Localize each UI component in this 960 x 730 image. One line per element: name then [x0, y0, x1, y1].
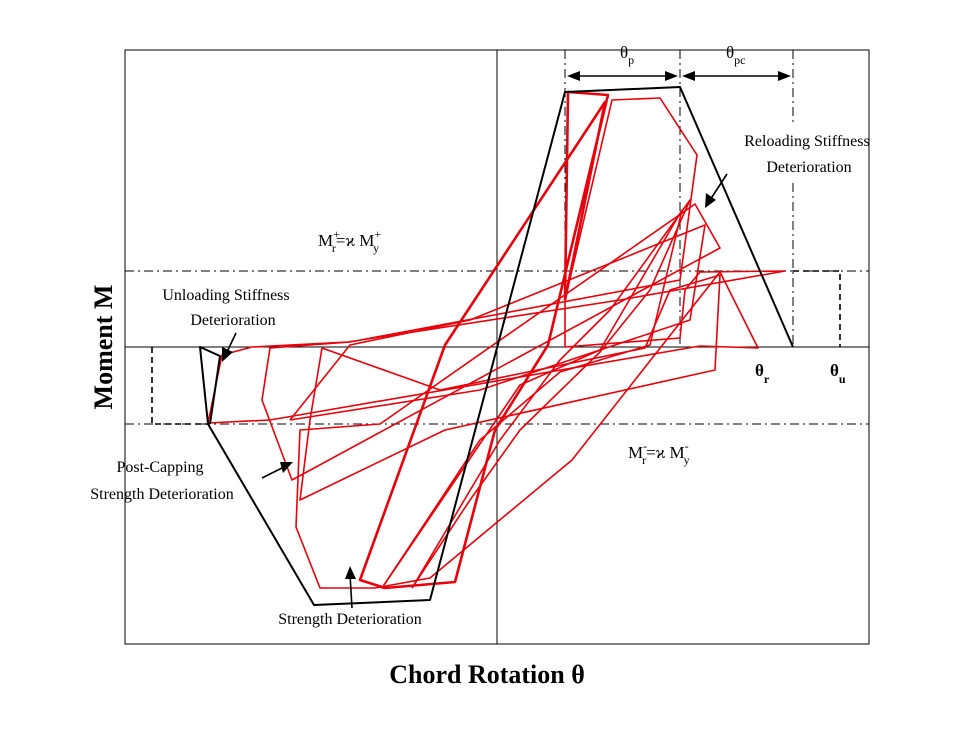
- y-axis-title: Moment M: [89, 285, 118, 410]
- hysteresis-loop-reload: [289, 224, 706, 421]
- reloading-pointer: [705, 173, 728, 208]
- residual-negative-equation: M-r=ϰ M-y: [628, 439, 690, 467]
- strength-pointer: [345, 566, 356, 609]
- hysteresis-loop-mid: [299, 274, 721, 501]
- reloading-text-background: [728, 126, 868, 180]
- unloading-pointer: [222, 332, 237, 362]
- post-capping-annotation: Post-Capping Strength Deterioration: [90, 459, 234, 503]
- reloading-annotation: Reloading Stiffness Deterioration: [744, 133, 873, 176]
- hysteresis-loop: [207, 97, 786, 589]
- hysteresis-loop-cross: [411, 199, 691, 589]
- positive-residual-plateau: [793, 270, 841, 347]
- theta-pc-label: θpc: [726, 43, 745, 67]
- post-capping-pointer: [261, 462, 293, 479]
- theta-r-label: θr: [755, 361, 770, 386]
- theta-u-label: θu: [830, 361, 846, 386]
- unloading-annotation: Unloading Stiffness Deterioration: [162, 287, 293, 329]
- theta-p-label: θp: [620, 43, 634, 67]
- residual-positive-equation: M+ r=ϰ M+ y: [318, 227, 381, 255]
- x-axis-title: Chord Rotation θ: [389, 660, 585, 689]
- theta-pc-arrow: [682, 71, 791, 81]
- theta-p-arrow: [567, 71, 678, 81]
- backbone-curve: [199, 86, 794, 606]
- hysteresis-loop-thick: [358, 90, 610, 590]
- hysteresis-loops: [207, 90, 786, 590]
- negative-residual-plateau: [151, 347, 208, 425]
- strength-annotation: Strength Deterioration: [278, 611, 422, 628]
